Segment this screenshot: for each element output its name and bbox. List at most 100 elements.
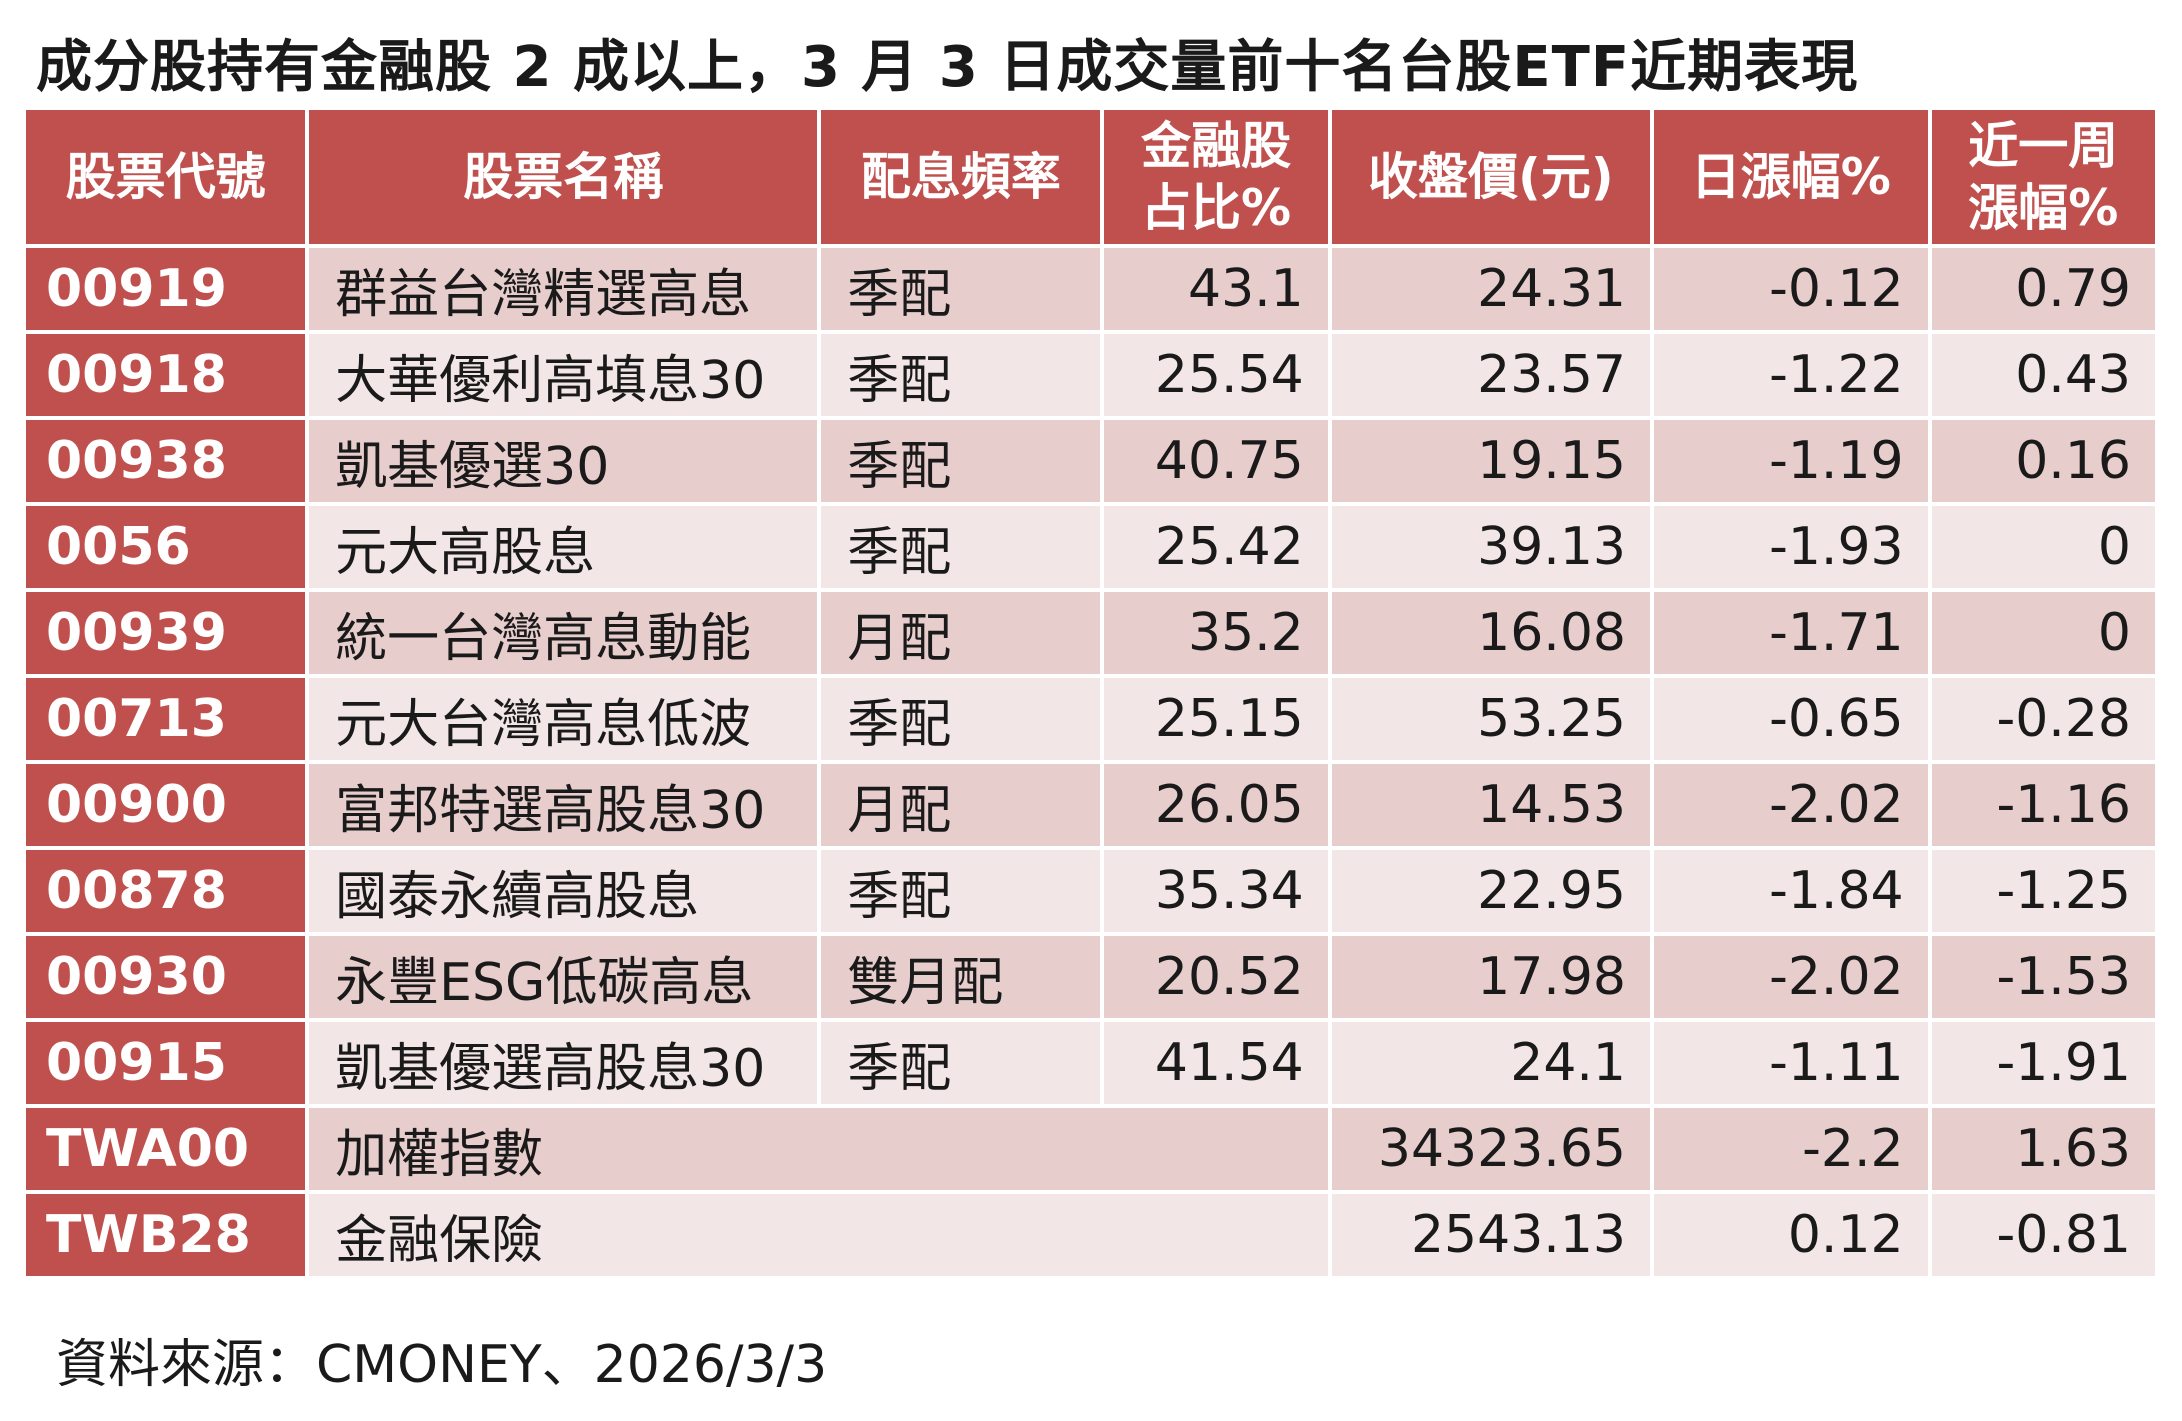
page-title: 成分股持有金融股 2 成以上，3 月 3 日成交量前十名台股ETF近期表現 bbox=[36, 35, 1859, 100]
cell-name: 國泰永續高股息 bbox=[309, 850, 818, 932]
cell-close: 22.95 bbox=[1331, 850, 1651, 932]
cell-code: 00938 bbox=[26, 420, 306, 502]
table-row: 00878 國泰永續高股息 季配 35.34 22.95 -1.84 -1.25 bbox=[26, 850, 2155, 932]
header-fin-share: 金融股 占比% bbox=[1104, 110, 1328, 244]
cell-freq: 季配 bbox=[821, 420, 1101, 502]
table-row: 00900 富邦特選高股息30 月配 26.05 14.53 -2.02 -1.… bbox=[26, 764, 2155, 846]
cell-close: 24.1 bbox=[1331, 1022, 1651, 1104]
cell-code: 00878 bbox=[26, 850, 306, 932]
cell-name: 永豐ESG低碳高息 bbox=[309, 936, 818, 1018]
cell-week-change: -1.91 bbox=[1931, 1022, 2155, 1104]
cell-name: 統一台灣高息動能 bbox=[309, 592, 818, 674]
cell-name: 凱基優選30 bbox=[309, 420, 818, 502]
cell-day-change: -0.12 bbox=[1654, 248, 1928, 330]
header-day-change: 日漲幅% bbox=[1654, 110, 1928, 244]
cell-fin-share: 25.15 bbox=[1104, 678, 1328, 760]
table-row: 00915 凱基優選高股息30 季配 41.54 24.1 -1.11 -1.9… bbox=[26, 1022, 2155, 1104]
cell-week-change: 1.63 bbox=[1931, 1108, 2155, 1190]
cell-fin-share: 26.05 bbox=[1104, 764, 1328, 846]
cell-fin-share: 20.52 bbox=[1104, 936, 1328, 1018]
cell-day-change: -1.93 bbox=[1654, 506, 1928, 588]
cell-freq: 季配 bbox=[821, 248, 1101, 330]
cell-close: 19.15 bbox=[1331, 420, 1651, 502]
table-row: 00713 元大台灣高息低波 季配 25.15 53.25 -0.65 -0.2… bbox=[26, 678, 2155, 760]
header-close: 收盤價(元) bbox=[1331, 110, 1651, 244]
cell-week-change: 0.16 bbox=[1931, 420, 2155, 502]
cell-freq: 季配 bbox=[821, 506, 1101, 588]
header-code: 股票代號 bbox=[26, 110, 306, 244]
cell-name: 富邦特選高股息30 bbox=[309, 764, 818, 846]
cell-fin-share: 41.54 bbox=[1104, 1022, 1328, 1104]
header-week-change: 近一周 漲幅% bbox=[1931, 110, 2155, 244]
cell-freq: 季配 bbox=[821, 334, 1101, 416]
cell-day-change: -1.22 bbox=[1654, 334, 1928, 416]
table-row: 00939 統一台灣高息動能 月配 35.2 16.08 -1.71 0 bbox=[26, 592, 2155, 674]
cell-name: 金融保險 bbox=[309, 1194, 1328, 1276]
cell-week-change: -1.25 bbox=[1931, 850, 2155, 932]
cell-day-change: -0.65 bbox=[1654, 678, 1928, 760]
cell-code: 00713 bbox=[26, 678, 306, 760]
table-row: 00938 凱基優選30 季配 40.75 19.15 -1.19 0.16 bbox=[26, 420, 2155, 502]
table-row: 00918 大華優利高填息30 季配 25.54 23.57 -1.22 0.4… bbox=[26, 334, 2155, 416]
cell-close: 23.57 bbox=[1331, 334, 1651, 416]
cell-name: 元大高股息 bbox=[309, 506, 818, 588]
cell-freq: 雙月配 bbox=[821, 936, 1101, 1018]
cell-close: 16.08 bbox=[1331, 592, 1651, 674]
cell-close: 39.13 bbox=[1331, 506, 1651, 588]
cell-code: 00919 bbox=[26, 248, 306, 330]
cell-freq: 月配 bbox=[821, 592, 1101, 674]
cell-code: 00918 bbox=[26, 334, 306, 416]
cell-week-change: -1.16 bbox=[1931, 764, 2155, 846]
cell-close: 24.31 bbox=[1331, 248, 1651, 330]
cell-day-change: 0.12 bbox=[1654, 1194, 1928, 1276]
cell-day-change: -2.2 bbox=[1654, 1108, 1928, 1190]
cell-name: 元大台灣高息低波 bbox=[309, 678, 818, 760]
source-note: 資料來源：CMONEY、2026/3/3 bbox=[56, 1335, 828, 1395]
header-fin-share-line2: 占比% bbox=[1141, 179, 1292, 237]
header-week-change-line2: 漲幅% bbox=[1968, 179, 2119, 237]
table-row: 00919 群益台灣精選高息 季配 43.1 24.31 -0.12 0.79 bbox=[26, 248, 2155, 330]
cell-code: 00939 bbox=[26, 592, 306, 674]
cell-fin-share: 25.54 bbox=[1104, 334, 1328, 416]
cell-week-change: 0 bbox=[1931, 506, 2155, 588]
header-freq: 配息頻率 bbox=[821, 110, 1101, 244]
cell-week-change: 0 bbox=[1931, 592, 2155, 674]
cell-close: 2543.13 bbox=[1331, 1194, 1651, 1276]
cell-week-change: -1.53 bbox=[1931, 936, 2155, 1018]
cell-week-change: -0.81 bbox=[1931, 1194, 2155, 1276]
header-fin-share-line1: 金融股 bbox=[1141, 117, 1292, 175]
table-header-row: 股票代號 股票名稱 配息頻率 金融股 占比% 收盤價(元) 日漲幅% 近一周 漲幅% bbox=[26, 110, 2155, 244]
index-row: TWA00 加權指數 34323.65 -2.2 1.63 bbox=[26, 1108, 2155, 1190]
header-name: 股票名稱 bbox=[309, 110, 818, 244]
cell-fin-share: 25.42 bbox=[1104, 506, 1328, 588]
cell-freq: 季配 bbox=[821, 1022, 1101, 1104]
cell-close: 14.53 bbox=[1331, 764, 1651, 846]
cell-name: 群益台灣精選高息 bbox=[309, 248, 818, 330]
cell-code: 0056 bbox=[26, 506, 306, 588]
cell-name: 凱基優選高股息30 bbox=[309, 1022, 818, 1104]
etf-performance-table: 股票代號 股票名稱 配息頻率 金融股 占比% 收盤價(元) 日漲幅% 近一周 漲幅%… bbox=[22, 106, 2159, 1280]
cell-close: 53.25 bbox=[1331, 678, 1651, 760]
cell-fin-share: 35.2 bbox=[1104, 592, 1328, 674]
cell-day-change: -1.11 bbox=[1654, 1022, 1928, 1104]
header-week-change-line1: 近一周 bbox=[1968, 117, 2119, 175]
cell-code: 00900 bbox=[26, 764, 306, 846]
cell-day-change: -2.02 bbox=[1654, 936, 1928, 1018]
cell-fin-share: 35.34 bbox=[1104, 850, 1328, 932]
cell-name: 大華優利高填息30 bbox=[309, 334, 818, 416]
cell-week-change: 0.79 bbox=[1931, 248, 2155, 330]
cell-day-change: -1.84 bbox=[1654, 850, 1928, 932]
cell-code: 00930 bbox=[26, 936, 306, 1018]
cell-freq: 季配 bbox=[821, 850, 1101, 932]
cell-code: TWB28 bbox=[26, 1194, 306, 1276]
cell-week-change: 0.43 bbox=[1931, 334, 2155, 416]
table-row: 00930 永豐ESG低碳高息 雙月配 20.52 17.98 -2.02 -1… bbox=[26, 936, 2155, 1018]
cell-freq: 季配 bbox=[821, 678, 1101, 760]
cell-day-change: -1.71 bbox=[1654, 592, 1928, 674]
cell-freq: 月配 bbox=[821, 764, 1101, 846]
cell-day-change: -1.19 bbox=[1654, 420, 1928, 502]
cell-fin-share: 43.1 bbox=[1104, 248, 1328, 330]
cell-fin-share: 40.75 bbox=[1104, 420, 1328, 502]
index-row: TWB28 金融保險 2543.13 0.12 -0.81 bbox=[26, 1194, 2155, 1276]
cell-close: 17.98 bbox=[1331, 936, 1651, 1018]
